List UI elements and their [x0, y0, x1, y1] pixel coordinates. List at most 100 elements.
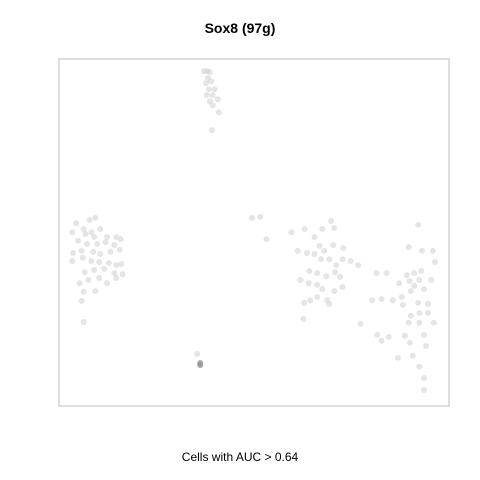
- data-point: [288, 229, 295, 236]
- data-point: [411, 282, 418, 289]
- data-point: [306, 268, 313, 274]
- data-point: [92, 214, 99, 221]
- data-point: [113, 262, 120, 269]
- data-point: [70, 250, 76, 256]
- data-point: [405, 244, 412, 251]
- data-point: [337, 273, 344, 280]
- data-point: [421, 286, 427, 293]
- data-point: [96, 259, 103, 265]
- data-point: [90, 248, 97, 255]
- data-point: [321, 247, 328, 254]
- data-point: [203, 80, 209, 87]
- data-point: [411, 270, 418, 277]
- data-point: [69, 258, 76, 264]
- data-point: [301, 299, 308, 306]
- data-point-highlight: [197, 362, 204, 369]
- data-point: [97, 226, 104, 232]
- data-point: [331, 225, 338, 231]
- data-point: [75, 237, 82, 244]
- data-point: [423, 343, 429, 349]
- data-point: [416, 277, 423, 283]
- data-point: [81, 269, 88, 276]
- data-point: [323, 273, 330, 280]
- data-point: [101, 265, 108, 272]
- data-point: [416, 310, 423, 316]
- data-point: [209, 102, 216, 109]
- data-point: [407, 288, 414, 295]
- data-point: [415, 221, 422, 228]
- data-point: [318, 256, 325, 263]
- data-point: [332, 269, 339, 276]
- data-point: [91, 267, 98, 273]
- data-point: [92, 288, 99, 295]
- data-point: [314, 281, 321, 288]
- data-point: [340, 245, 347, 252]
- data-point: [398, 294, 405, 300]
- data-point: [78, 247, 85, 254]
- data-point: [97, 251, 104, 257]
- data-point: [80, 288, 87, 295]
- data-point: [407, 312, 414, 319]
- x-axis-label: Cells with AUC > 0.64: [181, 450, 299, 464]
- data-point: [311, 251, 318, 257]
- data-point: [80, 319, 87, 325]
- data-point: [69, 229, 76, 236]
- data-point: [383, 270, 390, 277]
- data-point: [430, 247, 436, 254]
- data-point: [424, 301, 431, 307]
- data-point: [113, 275, 120, 281]
- data-point: [119, 271, 126, 278]
- data-point: [84, 241, 91, 247]
- data-point: [300, 315, 307, 322]
- data-point: [86, 217, 93, 223]
- data-point: [107, 248, 114, 255]
- data-point: [385, 333, 392, 340]
- data-point: [378, 296, 385, 303]
- data-point: [416, 363, 423, 370]
- data-point: [88, 258, 95, 264]
- data-point: [249, 214, 256, 221]
- data-point: [88, 229, 95, 236]
- data-point: [209, 92, 216, 99]
- data-point: [294, 247, 301, 254]
- data-point: [117, 236, 124, 243]
- data-point: [208, 127, 215, 134]
- data-point: [347, 258, 354, 264]
- data-point: [424, 310, 431, 316]
- data-point: [208, 78, 215, 85]
- data-point: [405, 319, 412, 326]
- data-point: [406, 278, 413, 285]
- data-point: [396, 280, 403, 287]
- data-point: [378, 337, 385, 344]
- data-point: [421, 374, 427, 381]
- data-point: [311, 234, 318, 240]
- data-point: [314, 294, 321, 300]
- data-point: [389, 297, 396, 304]
- points-layer: [69, 68, 438, 393]
- data-point: [369, 297, 376, 304]
- data-point: [118, 261, 125, 268]
- data-point: [215, 109, 222, 116]
- data-point: [305, 280, 312, 287]
- plot-frame: [58, 58, 450, 407]
- data-point: [416, 319, 423, 326]
- data-point: [415, 299, 422, 306]
- data-point: [331, 288, 338, 295]
- data-point: [339, 284, 346, 290]
- data-point: [330, 242, 337, 248]
- data-point: [205, 86, 212, 93]
- data-point: [333, 262, 340, 269]
- data-point: [407, 339, 413, 346]
- data-point: [326, 256, 333, 263]
- data-point: [394, 354, 401, 361]
- data-point: [211, 86, 218, 93]
- data-point: [111, 242, 118, 248]
- data-point: [326, 301, 333, 307]
- data-point: [357, 320, 364, 327]
- chart-title: Sox8 (97g): [204, 20, 276, 36]
- data-point: [374, 331, 381, 338]
- data-point: [319, 286, 326, 293]
- data-point: [104, 280, 110, 287]
- data-point: [206, 69, 213, 76]
